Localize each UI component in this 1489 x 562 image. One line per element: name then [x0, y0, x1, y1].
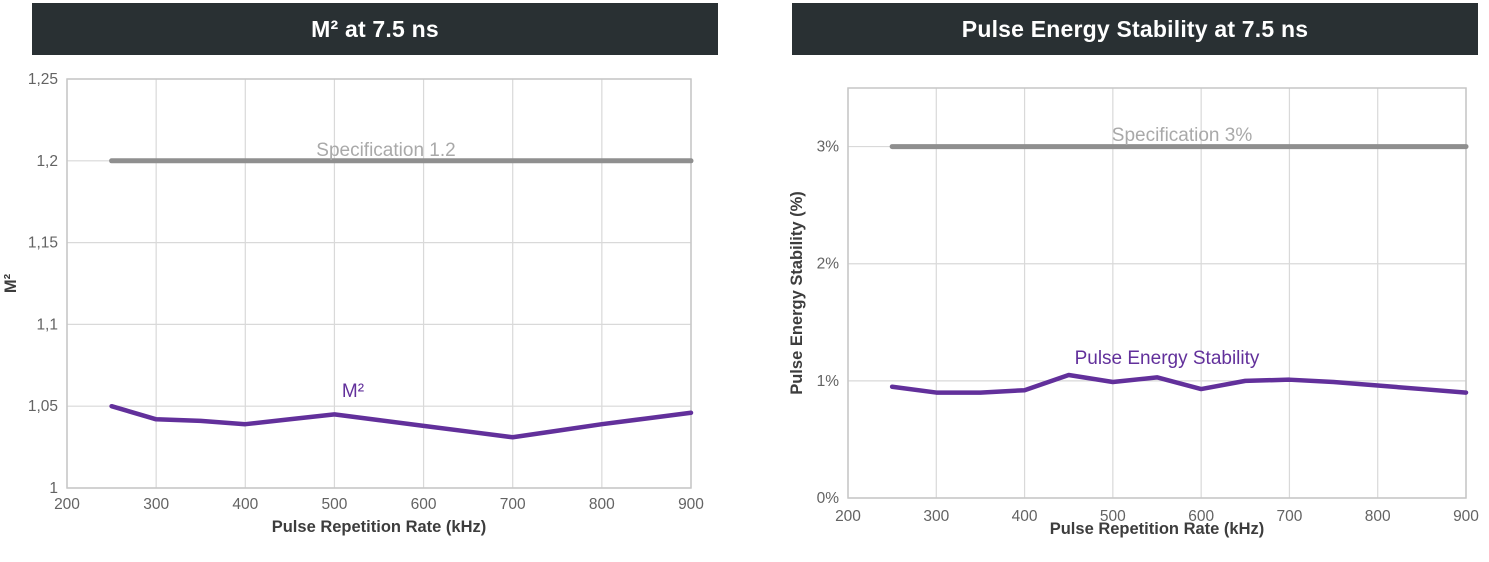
series-label: M² [342, 381, 364, 402]
x-tick-label: 200 [835, 508, 861, 525]
x-tick-label: 400 [1012, 508, 1038, 525]
y-tick-label: 1,15 [28, 235, 58, 252]
y-tick-label: 2% [817, 256, 840, 273]
x-tick-label: 500 [1100, 508, 1126, 525]
chart-card-pulse-energy-stability: Pulse Energy Stability at 7.5 ns Specifi… [745, 0, 1489, 562]
chart-title-banner: M² at 7.5 ns [32, 3, 718, 55]
series-label: Pulse Energy Stability [1075, 348, 1260, 369]
y-tick-label: 1% [817, 373, 840, 390]
x-tick-label: 600 [411, 496, 437, 513]
x-axis-title: Pulse Repetition Rate (kHz) [1050, 520, 1265, 538]
y-tick-label: 1,2 [36, 153, 58, 170]
specification-label: Specification 1.2 [316, 140, 455, 161]
chart-title-banner: Pulse Energy Stability at 7.5 ns [792, 3, 1478, 55]
y-axis-title: M² [2, 273, 20, 293]
x-tick-label: 600 [1188, 508, 1214, 525]
x-tick-label: 800 [1365, 508, 1391, 525]
specification-label: Specification 3% [1112, 125, 1253, 146]
y-tick-label: 1 [49, 480, 58, 497]
x-tick-label: 900 [678, 496, 704, 513]
x-tick-label: 400 [232, 496, 258, 513]
x-tick-label: 800 [589, 496, 615, 513]
pulse-energy-stability-line-chart: Specification 3% Pulse Energy Stability 20… [788, 87, 1479, 538]
y-axis-title: Pulse Energy Stability (%) [788, 191, 806, 395]
plot-frame [847, 87, 1467, 499]
x-tick-label: 900 [1453, 508, 1479, 525]
x-tick-label: 300 [143, 496, 169, 513]
y-tick-label: 0% [817, 490, 840, 507]
x-tick-label: 700 [1276, 508, 1302, 525]
chart-card-m2: M² at 7.5 ns Specification 1.2 M² 200 300 40… [2, 3, 718, 536]
x-tick-label: 200 [54, 496, 80, 513]
y-tick-label: 1,25 [28, 71, 58, 88]
x-axis-title: Pulse Repetition Rate (kHz) [272, 518, 487, 536]
x-tick-label: 500 [321, 496, 347, 513]
data-series-line [889, 372, 1469, 395]
y-tick-label: 3% [817, 139, 840, 156]
chart-title: M² at 7.5 ns [311, 15, 439, 42]
x-tick-label: 700 [500, 496, 526, 513]
y-tick-label: 1,1 [36, 316, 58, 333]
chart-title: Pulse Energy Stability at 7.5 ns [961, 15, 1309, 42]
x-tick-label: 300 [923, 508, 949, 525]
m2-line-chart: Specification 1.2 M² 200 300 400 500 600 700 800… [2, 71, 704, 536]
y-tick-label: 1,05 [28, 398, 58, 415]
data-series-line [109, 403, 694, 440]
plot-frame [66, 78, 692, 489]
